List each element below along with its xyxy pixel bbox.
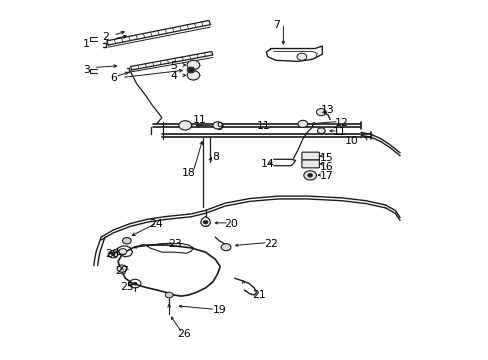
Text: 19: 19 bbox=[212, 305, 225, 315]
Text: 5: 5 bbox=[170, 61, 177, 71]
FancyBboxPatch shape bbox=[301, 160, 319, 168]
Text: 11: 11 bbox=[332, 127, 346, 138]
Circle shape bbox=[111, 253, 115, 256]
Circle shape bbox=[203, 220, 207, 224]
Text: 24: 24 bbox=[149, 219, 163, 229]
Circle shape bbox=[188, 68, 194, 72]
Circle shape bbox=[117, 265, 126, 272]
Text: 28: 28 bbox=[105, 249, 119, 259]
Circle shape bbox=[119, 249, 126, 254]
Circle shape bbox=[297, 120, 307, 127]
Text: 10: 10 bbox=[344, 136, 358, 147]
Circle shape bbox=[307, 174, 312, 177]
Text: 21: 21 bbox=[252, 290, 265, 300]
Text: 7: 7 bbox=[272, 19, 279, 30]
Text: 11: 11 bbox=[192, 115, 206, 125]
Circle shape bbox=[317, 128, 325, 134]
Text: 8: 8 bbox=[211, 152, 218, 162]
Text: 26: 26 bbox=[177, 329, 190, 339]
Circle shape bbox=[187, 60, 200, 69]
Text: 18: 18 bbox=[182, 168, 195, 178]
Text: 27: 27 bbox=[115, 266, 128, 276]
Circle shape bbox=[221, 244, 230, 251]
Text: 22: 22 bbox=[264, 239, 278, 249]
Text: 6: 6 bbox=[110, 73, 117, 83]
Text: 4: 4 bbox=[170, 71, 177, 81]
Text: 14: 14 bbox=[261, 159, 274, 169]
Circle shape bbox=[296, 53, 306, 60]
Circle shape bbox=[187, 71, 200, 80]
Text: 9: 9 bbox=[216, 122, 223, 132]
Circle shape bbox=[316, 109, 325, 116]
Text: 16: 16 bbox=[319, 162, 332, 172]
FancyBboxPatch shape bbox=[301, 152, 319, 160]
Text: 15: 15 bbox=[319, 153, 332, 163]
Text: 11: 11 bbox=[257, 121, 270, 131]
Circle shape bbox=[212, 122, 222, 129]
Circle shape bbox=[122, 238, 131, 244]
Text: 20: 20 bbox=[224, 219, 237, 229]
Text: 1: 1 bbox=[83, 39, 90, 49]
Circle shape bbox=[187, 67, 195, 73]
Text: 13: 13 bbox=[321, 105, 334, 115]
Circle shape bbox=[133, 282, 137, 285]
Circle shape bbox=[303, 171, 316, 180]
Text: 2: 2 bbox=[102, 32, 109, 42]
Text: 23: 23 bbox=[168, 239, 182, 249]
Text: 25: 25 bbox=[120, 282, 133, 292]
Circle shape bbox=[165, 292, 173, 298]
Text: 3: 3 bbox=[83, 65, 90, 75]
Text: 17: 17 bbox=[319, 171, 332, 181]
Text: 12: 12 bbox=[334, 118, 348, 128]
Circle shape bbox=[179, 121, 191, 130]
